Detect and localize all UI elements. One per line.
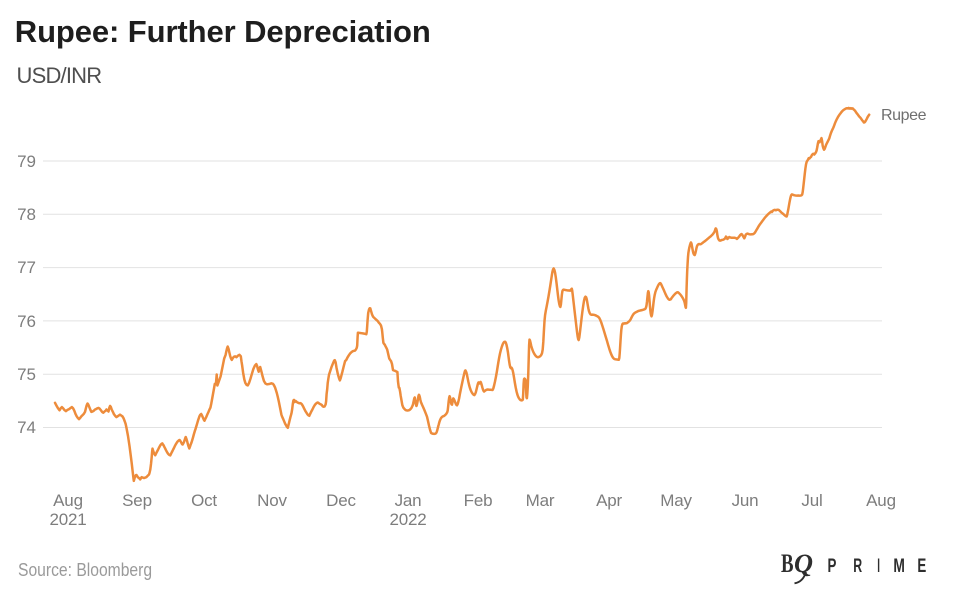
- svg-text:R: R: [853, 555, 862, 577]
- svg-text:B: B: [781, 549, 794, 578]
- svg-text:Q: Q: [794, 549, 813, 578]
- svg-text:P: P: [828, 555, 837, 577]
- svg-text:M: M: [893, 555, 905, 577]
- svg-text:E: E: [917, 555, 926, 577]
- svg-text:I: I: [877, 555, 880, 577]
